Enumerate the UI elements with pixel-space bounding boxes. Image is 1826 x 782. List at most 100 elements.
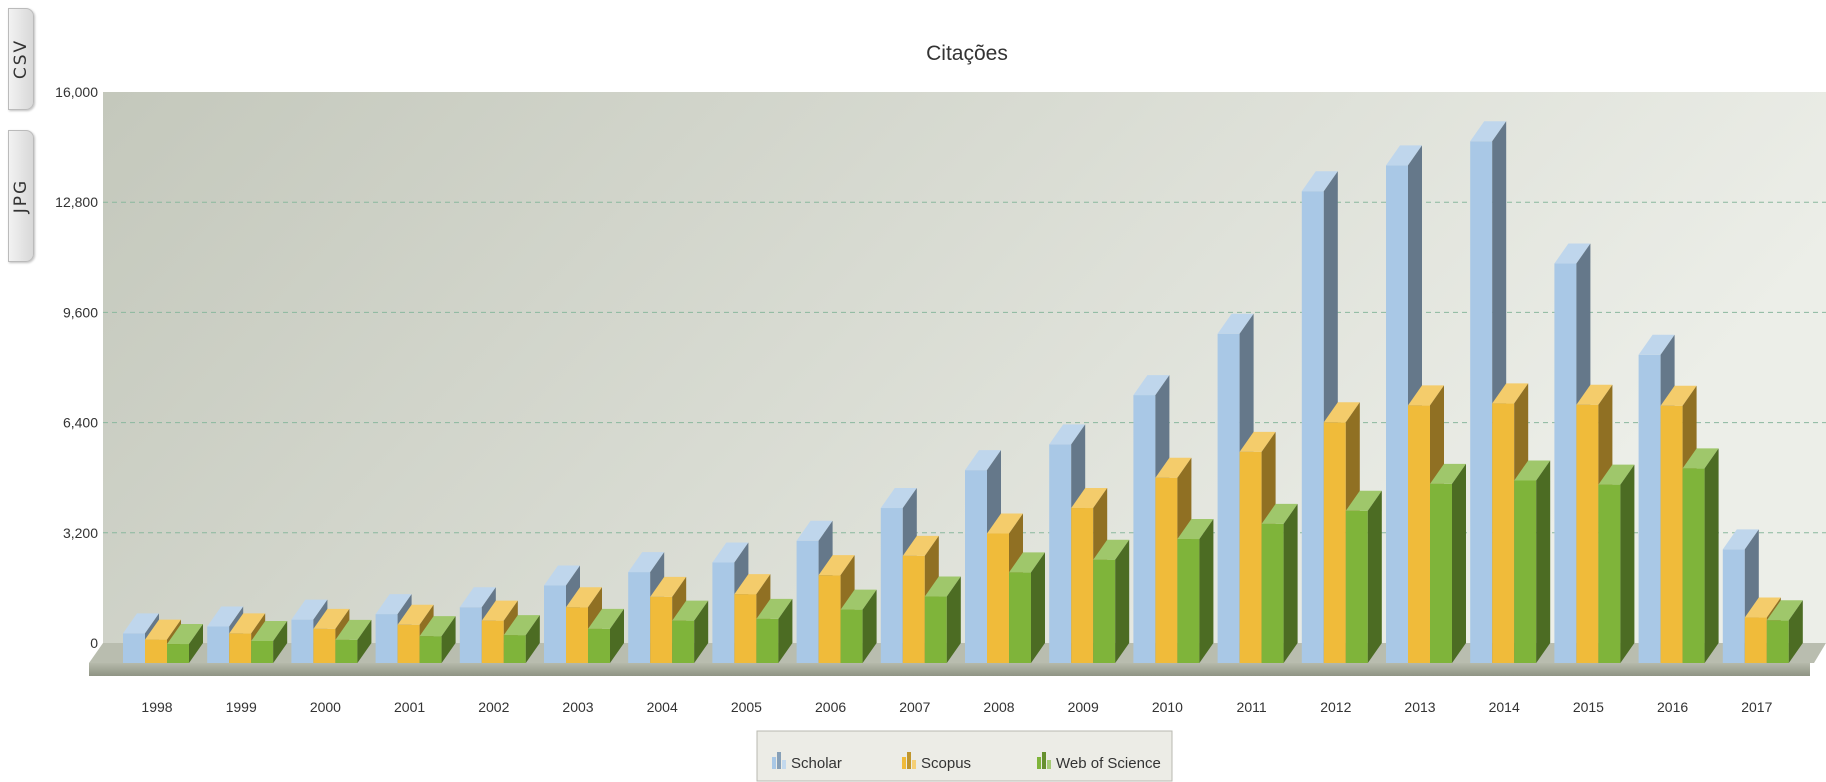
bar-side <box>441 616 456 663</box>
export-csv-tab[interactable]: CSV <box>8 8 34 110</box>
legend-icon-bar <box>902 757 906 769</box>
bar <box>167 624 203 663</box>
bar-side <box>1283 503 1298 663</box>
bar-top <box>1323 402 1360 423</box>
bar <box>1345 490 1382 663</box>
bar-front <box>924 596 947 663</box>
chart-title: Citações <box>926 42 1008 65</box>
bar-front <box>1217 333 1240 663</box>
bar-top <box>880 488 917 509</box>
bar-side <box>946 576 961 663</box>
bar-top <box>1217 313 1254 334</box>
bar-front <box>902 555 925 663</box>
bar-top <box>1514 460 1551 481</box>
bar-top <box>503 615 540 636</box>
bar <box>419 616 456 663</box>
legend-icon-bar <box>907 752 911 769</box>
y-tick-label: 9,600 <box>63 304 98 320</box>
bar <box>335 619 372 663</box>
bar-top <box>818 555 855 576</box>
bar-top <box>924 576 961 597</box>
bar-side <box>1452 463 1466 663</box>
bar-top <box>229 613 266 634</box>
bar-side <box>778 598 793 663</box>
x-tick-label: 2000 <box>310 699 341 715</box>
bar-front <box>712 562 735 663</box>
bar-front <box>1576 404 1599 663</box>
bar-top <box>840 589 877 610</box>
bar <box>756 598 793 663</box>
bar-front <box>313 628 336 663</box>
bar-front <box>145 639 167 663</box>
bar-front <box>503 635 526 663</box>
bar-top <box>1301 171 1338 192</box>
bar-front <box>291 619 314 663</box>
bar-top <box>1239 431 1276 452</box>
bar-front <box>1766 620 1789 663</box>
chart-floor-front <box>89 663 1810 676</box>
bar-front <box>1408 405 1430 663</box>
bar-top <box>335 619 372 640</box>
bar-top <box>419 616 456 637</box>
bar-side <box>862 589 877 663</box>
x-tick-label: 2015 <box>1573 699 1604 715</box>
bar-top <box>965 450 1001 471</box>
x-tick-label: 2001 <box>394 699 425 715</box>
bar-front <box>880 508 903 663</box>
export-jpg-tab[interactable]: JPG <box>8 130 34 262</box>
bar <box>1093 539 1130 663</box>
bar-top <box>123 613 159 634</box>
x-tick-label: 2017 <box>1741 699 1772 715</box>
bar-front <box>167 644 189 663</box>
legend-icon-bar <box>772 757 776 769</box>
bar-front <box>588 628 610 663</box>
bar <box>924 576 961 663</box>
bar-front <box>397 624 420 663</box>
bar-front <box>1660 405 1683 663</box>
bar-top <box>375 594 412 615</box>
bar-top <box>481 600 518 621</box>
bar-front <box>123 633 145 663</box>
y-tick-label: 12,800 <box>55 194 98 210</box>
bar-top <box>1638 334 1675 355</box>
legend-item-label: Web of Science <box>1056 755 1161 772</box>
x-tick-label: 2002 <box>478 699 509 715</box>
legend-icon-bar <box>1047 760 1051 769</box>
bar-side <box>1199 519 1214 663</box>
bar-top <box>628 552 665 573</box>
bar <box>503 615 540 663</box>
bar-top <box>1155 457 1192 478</box>
bar-front <box>1638 354 1661 663</box>
bar-top <box>397 604 434 625</box>
bar-top <box>1386 145 1422 166</box>
legend-icon-bar <box>912 760 916 769</box>
bar-top <box>1660 385 1697 406</box>
bar <box>1766 600 1803 663</box>
bar-front <box>1093 559 1116 663</box>
x-tick-label: 2004 <box>647 699 678 715</box>
y-tick-label: 16,000 <box>55 84 98 100</box>
legend-icon-bar <box>782 760 786 769</box>
bar-top <box>1682 448 1719 469</box>
bar-top <box>1177 519 1214 540</box>
x-tick-label: 1999 <box>226 699 257 715</box>
bar-top <box>1470 121 1507 142</box>
bar-front <box>1682 468 1705 663</box>
bar-top <box>1093 539 1130 560</box>
bar-side <box>1704 448 1719 663</box>
bar-top <box>650 576 687 597</box>
bar-top <box>1261 503 1298 524</box>
bar-side <box>610 608 624 663</box>
bar-top <box>1430 463 1466 484</box>
bar-front <box>229 633 252 663</box>
bar <box>672 600 709 663</box>
bar-top <box>712 542 749 563</box>
bar-top <box>1049 424 1086 445</box>
x-tick-label: 2006 <box>815 699 846 715</box>
bar-front <box>1009 572 1031 663</box>
bar-top <box>251 620 288 641</box>
x-tick-label: 2008 <box>983 699 1014 715</box>
bar-front <box>1261 523 1284 663</box>
x-tick-label: 2010 <box>1152 699 1183 715</box>
y-tick-label: 0 <box>90 635 98 651</box>
